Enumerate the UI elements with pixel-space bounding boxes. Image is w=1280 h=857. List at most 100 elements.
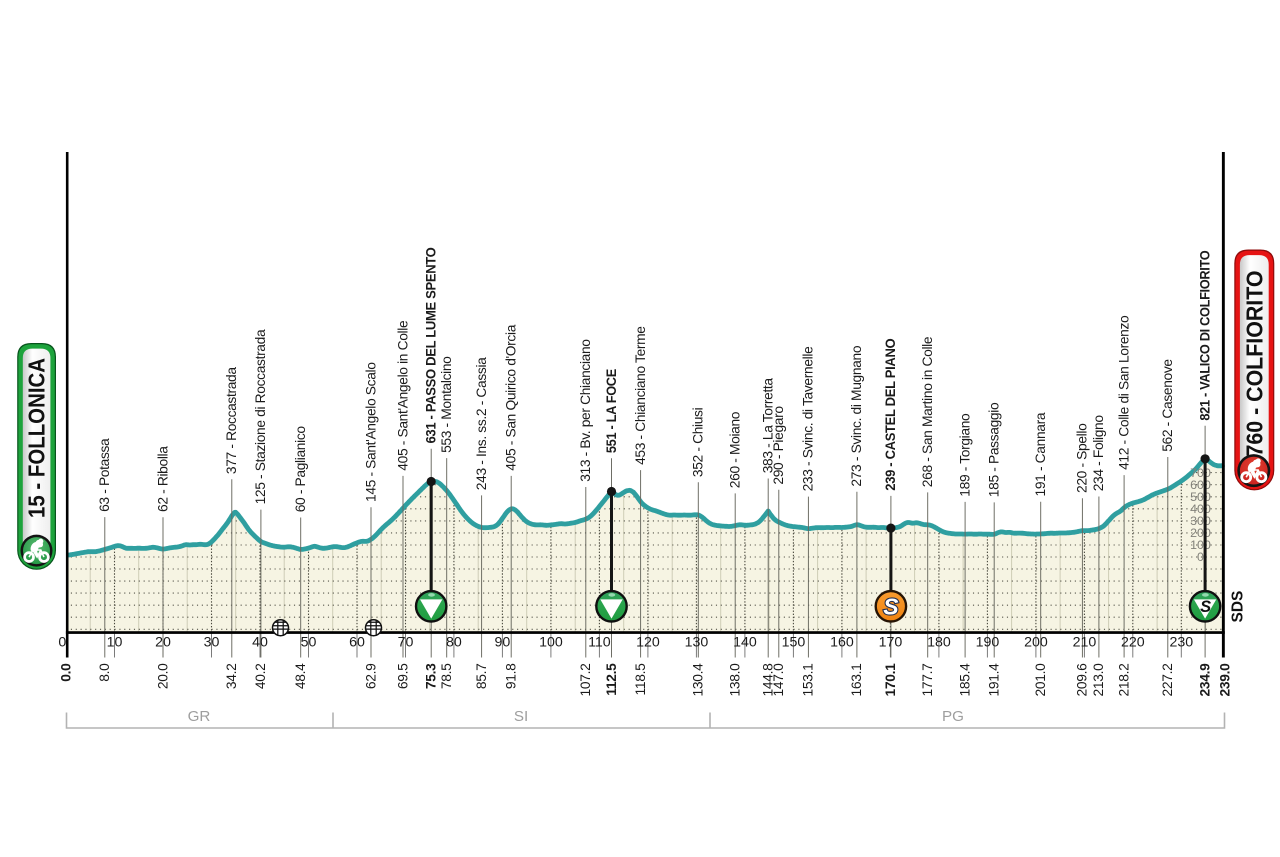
svg-text:210: 210 bbox=[1073, 635, 1097, 651]
svg-text:60 - Paglianico: 60 - Paglianico bbox=[293, 426, 308, 513]
svg-text:190: 190 bbox=[976, 635, 1000, 651]
svg-text:239 - CASTEL DEL PIANO: 239 - CASTEL DEL PIANO bbox=[883, 338, 898, 491]
svg-text:600: 600 bbox=[1190, 478, 1211, 492]
svg-text:185 - Passaggio: 185 - Passaggio bbox=[987, 402, 1002, 497]
svg-text:144.8: 144.8 bbox=[761, 663, 776, 697]
svg-text:140: 140 bbox=[733, 635, 757, 651]
svg-text:125 - Stazione di Roccastrada: 125 - Stazione di Roccastrada bbox=[253, 329, 268, 504]
svg-text:377 - Roccastrada: 377 - Roccastrada bbox=[224, 367, 239, 474]
svg-text:160: 160 bbox=[830, 635, 854, 651]
svg-text:209.6: 209.6 bbox=[1075, 663, 1090, 697]
svg-text:118.5: 118.5 bbox=[633, 663, 648, 696]
svg-text:69.5: 69.5 bbox=[395, 663, 410, 689]
svg-text:405 - Sant'Angelo in Colle: 405 - Sant'Angelo in Colle bbox=[395, 320, 410, 471]
svg-text:40.2: 40.2 bbox=[253, 664, 268, 690]
svg-text:821 - VALICO DI COLFIORITO: 821 - VALICO DI COLFIORITO bbox=[1197, 250, 1212, 421]
svg-text:138.0: 138.0 bbox=[728, 663, 743, 697]
svg-text:760 - COLFIORITO: 760 - COLFIORITO bbox=[1242, 271, 1268, 457]
svg-text:230: 230 bbox=[1169, 635, 1193, 651]
svg-text:551 - LA FOCE: 551 - LA FOCE bbox=[604, 369, 619, 453]
svg-text:20: 20 bbox=[155, 635, 171, 651]
svg-text:631 - PASSO DEL LUME SPENTO: 631 - PASSO DEL LUME SPENTO bbox=[424, 247, 439, 444]
svg-text:268 - San Martino in Colle: 268 - San Martino in Colle bbox=[920, 336, 935, 487]
svg-text:70: 70 bbox=[398, 635, 414, 651]
svg-text:147.0: 147.0 bbox=[771, 663, 786, 697]
svg-text:201.0: 201.0 bbox=[1033, 663, 1048, 697]
svg-text:130: 130 bbox=[685, 635, 709, 651]
svg-text:234.9: 234.9 bbox=[1197, 663, 1212, 697]
svg-text:180: 180 bbox=[927, 635, 951, 651]
svg-text:220 - Spello: 220 - Spello bbox=[1075, 423, 1090, 493]
svg-text:63 - Potassa: 63 - Potassa bbox=[97, 438, 112, 512]
svg-text:218.2: 218.2 bbox=[1116, 664, 1131, 697]
svg-text:48.4: 48.4 bbox=[293, 663, 308, 689]
svg-text:189 - Torgiano: 189 - Torgiano bbox=[957, 413, 972, 497]
svg-text:10: 10 bbox=[107, 635, 123, 651]
svg-text:GR: GR bbox=[188, 708, 211, 725]
svg-text:15 - FOLLONICA: 15 - FOLLONICA bbox=[24, 358, 50, 518]
svg-text:130.4: 130.4 bbox=[691, 663, 706, 697]
svg-text:163.1: 163.1 bbox=[849, 664, 864, 697]
svg-text:112.5: 112.5 bbox=[604, 663, 619, 696]
svg-text:90: 90 bbox=[495, 635, 511, 651]
svg-text:107.2: 107.2 bbox=[578, 664, 593, 697]
svg-text:400: 400 bbox=[1190, 502, 1211, 516]
svg-text:313 - Bv. per Chianciano: 313 - Bv. per Chianciano bbox=[578, 339, 593, 482]
svg-text:120: 120 bbox=[636, 635, 660, 651]
svg-text:62.9: 62.9 bbox=[363, 663, 378, 689]
svg-text:34.2: 34.2 bbox=[224, 664, 239, 690]
svg-text:234 - Foligno: 234 - Foligno bbox=[1091, 415, 1106, 492]
svg-text:50: 50 bbox=[301, 635, 317, 651]
svg-text:220: 220 bbox=[1121, 635, 1145, 651]
svg-text:239.0: 239.0 bbox=[1217, 663, 1232, 697]
svg-text:0: 0 bbox=[1197, 550, 1204, 564]
svg-text:85.7: 85.7 bbox=[474, 664, 489, 690]
svg-text:553 - Montalcino: 553 - Montalcino bbox=[439, 356, 454, 453]
svg-text:170: 170 bbox=[879, 635, 903, 651]
svg-text:700: 700 bbox=[1190, 466, 1211, 480]
svg-text:412 - Colle di San Lorenzo: 412 - Colle di San Lorenzo bbox=[1116, 315, 1131, 470]
svg-text:562 - Casenove: 562 - Casenove bbox=[1160, 359, 1175, 452]
svg-text:75.3: 75.3 bbox=[424, 663, 439, 689]
svg-text:SI: SI bbox=[514, 708, 528, 725]
svg-text:PG: PG bbox=[942, 708, 964, 725]
svg-text:227.2: 227.2 bbox=[1160, 664, 1175, 697]
svg-text:62 - Ribolla: 62 - Ribolla bbox=[155, 446, 170, 512]
svg-text:200: 200 bbox=[1190, 526, 1211, 540]
svg-text:273 - Svinc. di Mugnano: 273 - Svinc. di Mugnano bbox=[849, 345, 864, 486]
svg-text:60: 60 bbox=[349, 635, 365, 651]
svg-text:405 - San Quirico d'Orcia: 405 - San Quirico d'Orcia bbox=[504, 324, 519, 470]
svg-text:8.0: 8.0 bbox=[97, 663, 112, 682]
svg-text:78.5: 78.5 bbox=[439, 663, 454, 689]
svg-text:91.8: 91.8 bbox=[504, 663, 519, 689]
svg-text:383 - La Torretta: 383 - La Torretta bbox=[761, 378, 776, 474]
svg-text:352 - Chiusi: 352 - Chiusi bbox=[691, 407, 706, 477]
svg-text:153.1: 153.1 bbox=[801, 664, 816, 697]
svg-text:260 - Moiano: 260 - Moiano bbox=[728, 411, 743, 488]
svg-text:30: 30 bbox=[204, 635, 220, 651]
svg-text:80: 80 bbox=[446, 635, 462, 651]
svg-text:290 - Piegaro: 290 - Piegaro bbox=[771, 406, 786, 485]
svg-text:S: S bbox=[883, 593, 899, 619]
svg-text:233 - Svinc. di Tavernelle: 233 - Svinc. di Tavernelle bbox=[801, 346, 816, 491]
svg-text:S: S bbox=[1200, 598, 1211, 616]
svg-text:185.4: 185.4 bbox=[957, 663, 972, 697]
svg-text:453 - Chianciano Terme: 453 - Chianciano Terme bbox=[633, 326, 648, 465]
svg-text:170.1: 170.1 bbox=[883, 663, 898, 697]
svg-text:110: 110 bbox=[588, 635, 611, 651]
svg-text:500: 500 bbox=[1190, 490, 1211, 504]
svg-text:20.0: 20.0 bbox=[155, 663, 170, 689]
svg-text:SDS: SDS bbox=[1230, 591, 1247, 623]
svg-text:145 - Sant'Angelo Scalo: 145 - Sant'Angelo Scalo bbox=[363, 362, 378, 502]
svg-text:177.7: 177.7 bbox=[920, 664, 935, 697]
svg-text:200: 200 bbox=[1024, 635, 1048, 651]
svg-text:213.0: 213.0 bbox=[1091, 663, 1106, 697]
svg-text:191.4: 191.4 bbox=[987, 663, 1002, 697]
svg-text:150: 150 bbox=[782, 635, 806, 651]
svg-text:191 - Cannara: 191 - Cannara bbox=[1033, 412, 1048, 496]
svg-text:243 - Ins. ss.2 - Cassia: 243 - Ins. ss.2 - Cassia bbox=[474, 357, 489, 490]
svg-text:0: 0 bbox=[58, 635, 66, 651]
svg-text:100: 100 bbox=[539, 635, 563, 651]
svg-text:40: 40 bbox=[252, 635, 268, 651]
svg-text:100: 100 bbox=[1190, 538, 1211, 552]
